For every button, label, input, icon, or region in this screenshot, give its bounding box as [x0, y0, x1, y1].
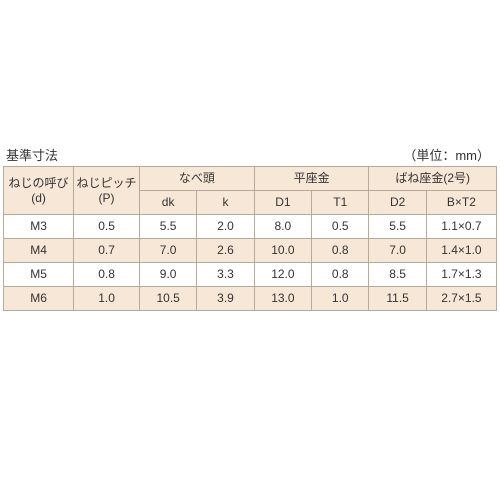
cell-D1: 8.0 [254, 215, 311, 239]
head-d1: D1 [254, 191, 311, 215]
head-nabe-group: なべ頭 [139, 167, 254, 191]
cell-p: 1.0 [74, 287, 140, 311]
table-row: M4 0.7 7.0 2.6 10.0 0.8 7.0 1.4×1.0 [4, 239, 497, 263]
cell-k: 2.6 [197, 239, 254, 263]
table-title: 基準寸法 [6, 145, 58, 164]
cell-dk: 7.0 [139, 239, 196, 263]
cell-D1: 13.0 [254, 287, 311, 311]
head-dk: dk [139, 191, 196, 215]
cell-k: 3.9 [197, 287, 254, 311]
cell-dk: 9.0 [139, 263, 196, 287]
head-bt2: B×T2 [426, 191, 496, 215]
cell-T1: 1.0 [312, 287, 369, 311]
cell-D1: 12.0 [254, 263, 311, 287]
head-hira-group: 平座金 [254, 167, 369, 191]
cell-d: M3 [4, 215, 74, 239]
cell-d: M6 [4, 287, 74, 311]
cell-k: 3.3 [197, 263, 254, 287]
cell-dk: 5.5 [139, 215, 196, 239]
cell-BT2: 2.7×1.5 [426, 287, 496, 311]
head-t1: T1 [312, 191, 369, 215]
table-row: M3 0.5 5.5 2.0 8.0 0.5 5.5 1.1×0.7 [4, 215, 497, 239]
cell-BT2: 1.1×0.7 [426, 215, 496, 239]
table-head: ねじの呼び(d) ねじピッチ(P) なべ頭 平座金 ばね座金(2号) dk k … [4, 167, 497, 215]
cell-T1: 0.8 [312, 263, 369, 287]
cell-d: M5 [4, 263, 74, 287]
cell-p: 0.8 [74, 263, 140, 287]
head-p: ねじピッチ(P) [74, 167, 140, 215]
cell-T1: 0.5 [312, 215, 369, 239]
spec-table: ねじの呼び(d) ねじピッチ(P) なべ頭 平座金 ばね座金(2号) dk k … [3, 166, 497, 311]
table-row: M6 1.0 10.5 3.9 13.0 1.0 11.5 2.7×1.5 [4, 287, 497, 311]
table-body: M3 0.5 5.5 2.0 8.0 0.5 5.5 1.1×0.7 M4 0.… [4, 215, 497, 311]
title-row: 基準寸法 （単位：mm） [0, 145, 500, 166]
head-bane-group: ばね座金(2号) [369, 167, 497, 191]
head-d: ねじの呼び(d) [4, 167, 74, 215]
cell-dk: 10.5 [139, 287, 196, 311]
unit-note: （単位：mm） [403, 145, 490, 164]
cell-D2: 7.0 [369, 239, 426, 263]
page: 基準寸法 （単位：mm） ねじの呼び(d) ねじピッチ(P) なべ頭 平座金 ば… [0, 0, 500, 500]
cell-BT2: 1.7×1.3 [426, 263, 496, 287]
cell-k: 2.0 [197, 215, 254, 239]
cell-p: 0.5 [74, 215, 140, 239]
head-k: k [197, 191, 254, 215]
table-row: M5 0.8 9.0 3.3 12.0 0.8 8.5 1.7×1.3 [4, 263, 497, 287]
cell-T1: 0.8 [312, 239, 369, 263]
cell-D2: 11.5 [369, 287, 426, 311]
head-d2: D2 [369, 191, 426, 215]
cell-d: M4 [4, 239, 74, 263]
cell-p: 0.7 [74, 239, 140, 263]
cell-D1: 10.0 [254, 239, 311, 263]
cell-D2: 8.5 [369, 263, 426, 287]
cell-BT2: 1.4×1.0 [426, 239, 496, 263]
cell-D2: 5.5 [369, 215, 426, 239]
